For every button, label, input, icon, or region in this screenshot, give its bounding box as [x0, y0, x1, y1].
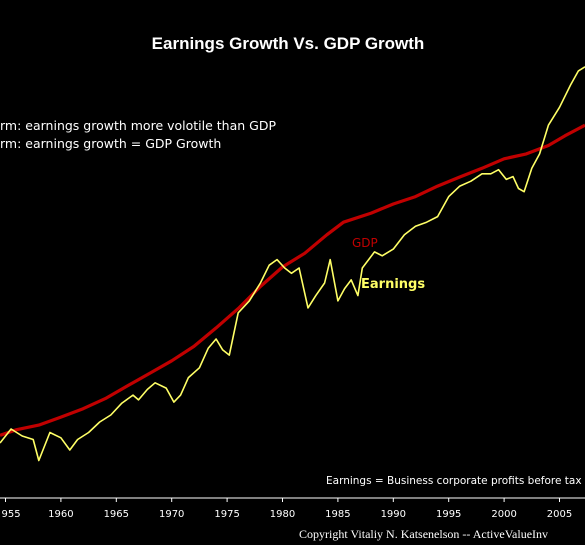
note-equal: rm: earnings growth = GDP Growth	[0, 136, 221, 151]
x-tick-label: 955	[2, 509, 21, 520]
footnote: Earnings = Business corporate profits be…	[326, 475, 582, 487]
note-volatile: rm: earnings growth more volotile than G…	[0, 118, 276, 133]
x-tick-label: 1960	[48, 509, 73, 520]
x-tick-label: 1970	[159, 509, 184, 520]
chart-title: Earnings Growth Vs. GDP Growth	[152, 34, 425, 53]
x-tick-label: 1980	[270, 509, 295, 520]
x-tick-label: 2005	[547, 509, 572, 520]
gdp-series-label: GDP	[352, 236, 378, 250]
x-axis-ticks: 955 1960 1965 1970 1975 1980 1985 1990 1995 2000 2…	[2, 498, 572, 520]
x-tick-label: 1985	[325, 509, 350, 520]
copyright-text: Copyright Vitaliy N. Katsenelson -- Acti…	[299, 527, 548, 541]
series-layer	[0, 66, 585, 462]
earnings-series-label: Earnings	[361, 277, 425, 292]
x-tick-label: 1995	[436, 509, 461, 520]
x-tick-label: 2000	[491, 509, 516, 520]
x-tick-label: 1990	[381, 509, 406, 520]
earnings-series-line	[0, 66, 585, 462]
x-tick-label: 1975	[214, 509, 239, 520]
x-tick-label: 1965	[104, 509, 129, 520]
gdp-series-line	[0, 123, 585, 437]
